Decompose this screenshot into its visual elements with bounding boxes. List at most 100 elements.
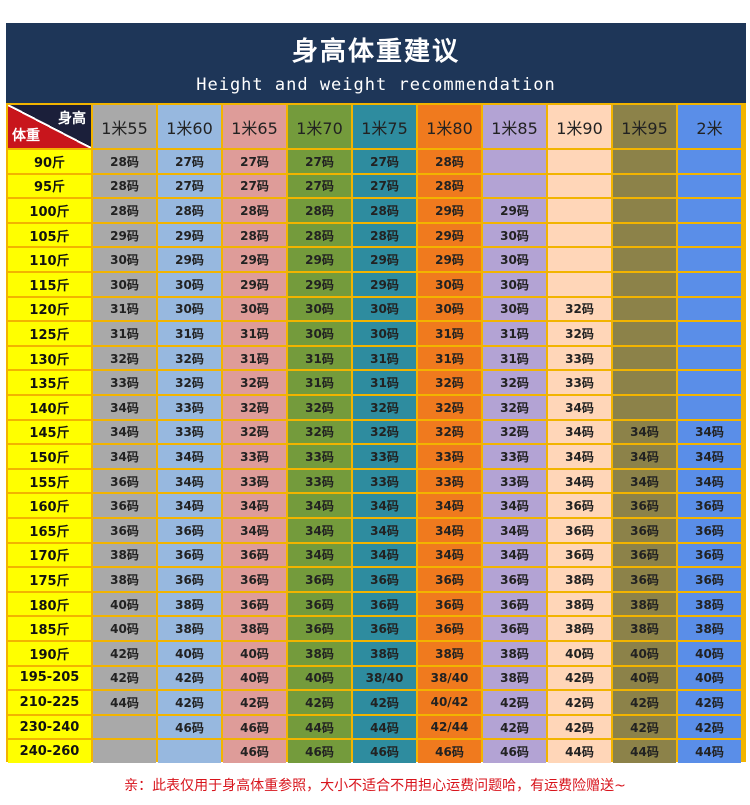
size-cell: 38码 (418, 642, 481, 665)
size-cell: 36码 (613, 543, 676, 567)
size-cell: 27码 (158, 150, 221, 173)
size-cell: 38码 (548, 568, 611, 591)
size-cell: 38码 (158, 617, 221, 640)
size-cell: 34码 (613, 469, 676, 493)
size-cell: 31码 (158, 322, 221, 345)
size-cell (678, 273, 741, 296)
height-header: 2米 (678, 105, 741, 148)
size-cell: 32码 (223, 371, 286, 394)
size-cell: 32码 (288, 420, 351, 444)
height-header: 1米60 (158, 105, 221, 148)
size-cell: 40/42 (418, 691, 481, 714)
corner-height-label: 身高 (58, 111, 86, 127)
size-cell: 36码 (678, 519, 741, 542)
size-cell: 38码 (93, 543, 156, 567)
size-cell: 38码 (613, 617, 676, 640)
weight-label: 95斤 (8, 174, 91, 198)
size-cell: 36码 (418, 592, 481, 616)
weight-label: 210-225 (8, 691, 91, 714)
size-cell: 44码 (93, 691, 156, 714)
size-cell: 32码 (483, 420, 546, 444)
size-cell: 33码 (418, 445, 481, 468)
size-cell: 42码 (613, 691, 676, 714)
size-cell: 40码 (613, 666, 676, 690)
size-cell: 30码 (158, 297, 221, 321)
size-cell (678, 174, 741, 198)
size-cell: 46码 (223, 715, 286, 739)
size-cell: 42码 (353, 691, 416, 714)
size-cell: 36码 (353, 617, 416, 640)
size-cell: 38码 (93, 568, 156, 591)
size-cell: 32码 (158, 371, 221, 394)
size-cell: 38码 (483, 642, 546, 665)
size-cell: 40码 (93, 592, 156, 616)
weight-label: 155斤 (8, 469, 91, 493)
size-cell: 29码 (288, 248, 351, 271)
size-cell: 38/40 (353, 666, 416, 690)
size-cell (678, 223, 741, 247)
size-cell: 28码 (93, 150, 156, 173)
size-cell: 36码 (288, 617, 351, 640)
size-cell (613, 297, 676, 321)
corner-cell: 身高 体重 (8, 105, 91, 148)
weight-label: 190斤 (8, 642, 91, 665)
weight-label: 195-205 (8, 666, 91, 690)
size-cell: 29码 (223, 273, 286, 296)
size-cell: 42码 (223, 691, 286, 714)
size-cell: 34码 (353, 519, 416, 542)
size-cell: 36码 (223, 543, 286, 567)
size-cell: 34码 (678, 445, 741, 468)
title-english: Height and weight recommendation (196, 75, 556, 95)
size-cell: 42码 (548, 666, 611, 690)
size-cell (548, 174, 611, 198)
size-cell: 30码 (483, 223, 546, 247)
size-cell: 27码 (158, 174, 221, 198)
size-cell: 34码 (418, 543, 481, 567)
size-cell: 29码 (158, 223, 221, 247)
height-header: 1米90 (548, 105, 611, 148)
size-cell: 36码 (678, 543, 741, 567)
size-cell: 36码 (353, 592, 416, 616)
size-chart-table: 身高 体重 1米55 1米60 1米65 1米70 1米75 1米80 1米85 1米90 1米… (6, 103, 746, 763)
size-cell: 30码 (483, 297, 546, 321)
height-header: 1米80 (418, 105, 481, 148)
weight-label: 120斤 (8, 297, 91, 321)
size-cell: 34码 (353, 494, 416, 517)
size-cell (548, 273, 611, 296)
size-cell: 40码 (678, 666, 741, 690)
size-cell (678, 322, 741, 345)
size-cell: 32码 (548, 322, 611, 345)
weight-label: 140斤 (8, 396, 91, 419)
size-cell: 31码 (418, 346, 481, 370)
size-cell: 44码 (548, 740, 611, 763)
size-cell: 30码 (353, 322, 416, 345)
size-cell: 46码 (483, 740, 546, 763)
size-cell: 29码 (158, 248, 221, 271)
size-cell (613, 346, 676, 370)
size-cell: 33码 (483, 445, 546, 468)
size-cell: 36码 (483, 592, 546, 616)
size-cell: 36码 (613, 519, 676, 542)
size-cell: 34码 (613, 420, 676, 444)
size-cell: 27码 (353, 174, 416, 198)
size-cell: 36码 (158, 543, 221, 567)
size-cell: 40码 (678, 642, 741, 665)
size-cell: 40码 (158, 642, 221, 665)
size-cell: 42码 (158, 691, 221, 714)
height-header: 1米95 (613, 105, 676, 148)
size-cell: 30码 (93, 248, 156, 271)
size-cell: 40码 (223, 666, 286, 690)
height-header: 1米85 (483, 105, 546, 148)
size-cell: 31码 (223, 322, 286, 345)
size-cell: 30码 (93, 273, 156, 296)
size-cell (678, 248, 741, 271)
size-cell: 32码 (288, 396, 351, 419)
size-cell: 36码 (223, 568, 286, 591)
size-cell: 34码 (483, 519, 546, 542)
size-cell: 29码 (418, 223, 481, 247)
size-cell: 31码 (418, 322, 481, 345)
size-cell: 36码 (418, 568, 481, 591)
size-cell (613, 396, 676, 419)
size-cell: 34码 (418, 494, 481, 517)
size-cell: 32码 (158, 346, 221, 370)
